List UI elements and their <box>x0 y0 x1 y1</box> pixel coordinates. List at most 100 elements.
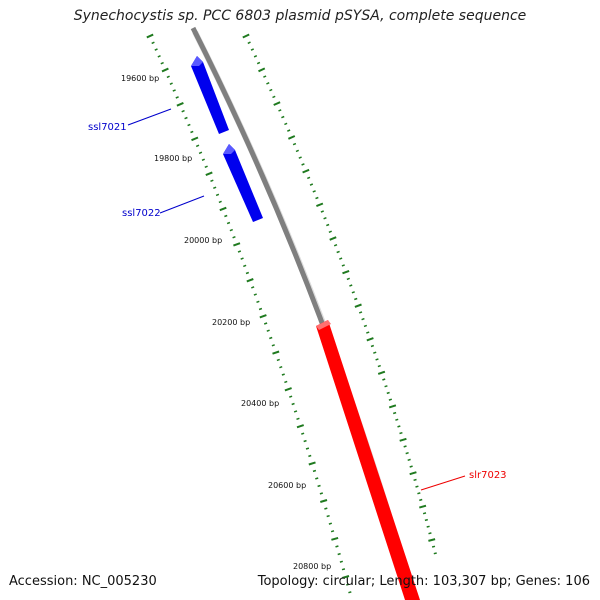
inner-track-minor-tick <box>279 365 283 369</box>
outer-track-minor-tick <box>250 48 255 51</box>
outer-track-minor-tick <box>309 183 314 186</box>
outer-track-minor-tick <box>315 196 319 200</box>
inner-track-major-tick <box>320 499 328 503</box>
outer-track-minor-tick <box>363 324 368 328</box>
inner-tick-track <box>146 33 352 594</box>
outer-track-minor-tick <box>373 351 377 354</box>
inner-track-major-tick <box>272 350 280 355</box>
inner-track-major-tick <box>296 424 305 429</box>
outer-track-major-tick <box>302 168 310 174</box>
inner-track-minor-tick <box>346 583 350 586</box>
inner-track-minor-tick <box>284 380 288 384</box>
outer-track-minor-tick <box>426 525 430 528</box>
inner-track-minor-tick <box>201 158 205 161</box>
inner-track-major-tick <box>308 461 316 466</box>
inner-track-major-tick <box>284 387 292 392</box>
outer-track-minor-tick <box>361 317 365 321</box>
outer-track-minor-tick <box>287 129 291 132</box>
gene-slr7023[interactable] <box>316 320 420 600</box>
outer-track-minor-tick <box>278 109 282 112</box>
gene-label-ssl7022[interactable]: ssl7022 <box>122 208 161 219</box>
inner-track-minor-tick <box>253 293 257 296</box>
outer-track-minor-tick <box>320 210 324 213</box>
inner-track-minor-tick <box>251 286 255 289</box>
inner-track-minor-tick <box>326 514 330 518</box>
inner-track-minor-tick <box>328 522 333 525</box>
outer-track-minor-tick <box>424 518 428 522</box>
inner-track-minor-tick <box>271 344 275 347</box>
inner-track-minor-tick <box>218 200 222 204</box>
outer-track-minor-tick <box>399 431 403 435</box>
inner-track-minor-tick <box>296 417 300 421</box>
outer-track-minor-tick <box>409 465 413 468</box>
outer-track-minor-tick <box>375 358 379 361</box>
outer-track-minor-tick <box>403 445 407 448</box>
scale-label: 19600 bp <box>121 74 159 83</box>
outer-track-minor-tick <box>266 82 270 85</box>
gene-ssl7022[interactable] <box>223 144 263 222</box>
outer-track-minor-tick <box>428 532 432 535</box>
gene-arrow-ssl7021[interactable] <box>191 56 229 134</box>
outer-track-minor-tick <box>377 364 381 368</box>
inner-track-minor-tick <box>289 395 293 398</box>
scale-label: 20600 bp <box>268 481 306 490</box>
outer-track-major-tick <box>287 135 296 140</box>
outer-track-minor-tick <box>349 284 353 287</box>
inner-track-minor-tick <box>281 373 285 376</box>
outer-track-minor-tick <box>269 88 273 92</box>
outer-track-minor-tick <box>433 552 437 555</box>
gene-label-slr7023[interactable]: slr7023 <box>469 470 507 481</box>
inner-track-minor-tick <box>224 214 228 218</box>
inner-track-minor-tick <box>256 300 260 304</box>
inner-track-major-tick <box>342 575 350 579</box>
outer-track-major-tick <box>366 337 374 342</box>
outer-track-minor-tick <box>354 297 358 301</box>
inner-track-minor-tick <box>348 591 352 594</box>
outer-track-major-tick <box>419 504 427 509</box>
outer-track-minor-tick <box>413 478 417 482</box>
inner-track-major-tick <box>161 67 169 73</box>
outer-track-minor-tick <box>247 41 251 45</box>
inner-track-minor-tick <box>317 484 321 488</box>
outer-track-major-tick <box>258 67 266 73</box>
outer-track-minor-tick <box>384 385 388 388</box>
inner-track-minor-tick <box>184 116 188 120</box>
map-title: Synechocystis sp. PCC 6803 plasmid pSYSA… <box>73 8 527 24</box>
inner-track-minor-tick <box>308 454 312 458</box>
accession-label: Accession: NC_005230 <box>9 574 157 589</box>
inner-track-minor-tick <box>315 477 319 480</box>
inner-track-minor-tick <box>151 41 155 45</box>
outer-track-major-tick <box>354 303 362 308</box>
gene-label-ssl7021[interactable]: ssl7021 <box>88 122 127 133</box>
outer-track-minor-tick <box>256 61 261 65</box>
gene-arrow-ssl7022[interactable] <box>223 144 263 222</box>
outer-track-major-tick <box>428 538 436 542</box>
inner-track-minor-tick <box>157 55 161 58</box>
outer-track-minor-tick <box>386 391 390 395</box>
outer-track-minor-tick <box>263 75 267 78</box>
inner-track-minor-tick <box>293 410 298 413</box>
gene-ssl7021[interactable] <box>191 56 229 134</box>
inner-track-minor-tick <box>169 82 173 85</box>
outer-track-minor-tick <box>382 378 386 381</box>
outer-track-major-tick <box>409 471 417 476</box>
outer-track-minor-tick <box>341 264 345 267</box>
gene-arrow-slr7023[interactable] <box>316 320 420 600</box>
inner-track-minor-tick <box>258 307 263 311</box>
outer-track-minor-tick <box>431 545 436 548</box>
outer-track-major-tick <box>399 437 407 442</box>
outer-track-minor-tick <box>422 512 427 515</box>
inner-track-major-tick <box>146 33 154 39</box>
inner-track-major-tick <box>331 536 339 541</box>
inner-track-minor-tick <box>266 329 270 332</box>
outer-track-minor-tick <box>388 398 393 401</box>
inner-track-minor-tick <box>175 96 179 99</box>
outer-track-major-tick <box>342 269 350 275</box>
inner-track-minor-tick <box>237 250 242 253</box>
outer-track-minor-tick <box>417 492 421 495</box>
outer-track-major-tick <box>242 33 250 39</box>
outer-track-minor-tick <box>292 142 297 146</box>
outer-track-minor-tick <box>366 331 370 334</box>
inner-track-minor-tick <box>243 264 247 268</box>
